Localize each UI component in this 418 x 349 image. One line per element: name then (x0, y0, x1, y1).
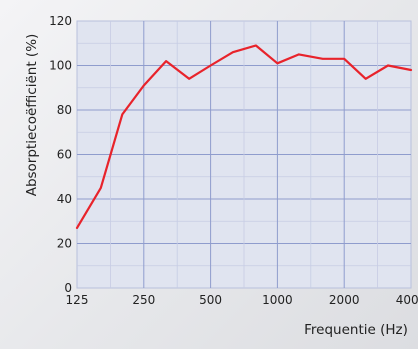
x-axis-title: Frequentie (Hz) (304, 322, 408, 338)
x-tick-label: 125 (66, 293, 89, 307)
grid-lines (77, 21, 411, 288)
y-axis-title: Absorptiecoëfficiënt (%) (24, 34, 40, 197)
x-tick-labels: 125 250 500 1000 2000 4000 (66, 293, 418, 307)
y-tick-labels: 0 20 40 60 80 100 120 (49, 14, 72, 295)
y-tick-label: 60 (57, 148, 72, 162)
series-line (75, 44, 413, 229)
x-tick-label: 250 (132, 293, 155, 307)
y-tick-label: 0 (64, 281, 72, 295)
x-tick-label: 1000 (262, 293, 293, 307)
x-tick-label: 500 (199, 293, 222, 307)
x-tick-label: 2000 (329, 293, 360, 307)
y-tick-label: 40 (57, 192, 72, 206)
x-tick-label: 4000 (396, 293, 418, 307)
y-tick-label: 120 (49, 14, 72, 28)
y-tick-label: 20 (57, 237, 72, 251)
y-tick-label: 100 (49, 59, 72, 73)
series-layer (75, 44, 413, 229)
y-tick-label: 80 (57, 103, 72, 117)
